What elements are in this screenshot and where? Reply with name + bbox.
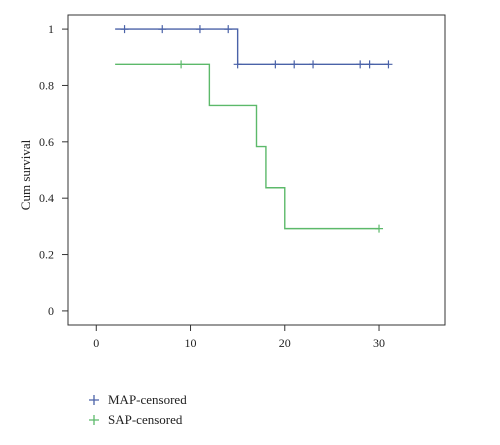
map-censor-mark — [224, 25, 233, 34]
sap-censor-mark — [375, 224, 384, 233]
sap-legend-label: SAP-censored — [108, 412, 183, 427]
y-axis-label: Cum survival — [18, 139, 33, 210]
x-tick-label: 30 — [373, 336, 385, 350]
x-tick-label: 0 — [93, 336, 99, 350]
map-censor-mark — [365, 60, 374, 69]
map-censor-mark — [384, 60, 393, 69]
sap-legend-marker — [89, 415, 99, 425]
map-censor-mark — [120, 25, 129, 34]
y-tick-label: 0 — [48, 304, 54, 318]
map-censor-mark — [271, 60, 280, 69]
plot-frame — [67, 14, 446, 326]
x-ticks: 0 10 20 30 — [93, 325, 385, 350]
y-tick-label: 0.8 — [39, 78, 54, 92]
map-survival-line — [115, 28, 389, 66]
map-censor-mark — [309, 60, 318, 69]
y-ticks: 0 0.2 0.4 0.6 0.8 1 — [39, 22, 68, 318]
y-tick-label: 1 — [48, 22, 54, 36]
y-tick-label: 0.2 — [39, 248, 54, 262]
map-censor-mark — [233, 60, 242, 69]
legend: MAP-censored SAP-censored — [89, 392, 187, 427]
series-group — [115, 25, 393, 233]
map-legend-marker — [89, 395, 99, 405]
map-censor-mark — [290, 60, 299, 69]
y-tick-label: 0.6 — [39, 135, 54, 149]
y-tick-label: 0.4 — [39, 191, 54, 205]
sap-censor-mark — [177, 60, 186, 69]
map-censor-mark — [158, 25, 167, 34]
sap-survival-line — [115, 63, 380, 230]
x-tick-label: 20 — [279, 336, 291, 350]
map-censor-mark — [356, 60, 365, 69]
map-censor-mark — [195, 25, 204, 34]
map-legend-label: MAP-censored — [108, 392, 187, 407]
x-tick-label: 10 — [185, 336, 197, 350]
